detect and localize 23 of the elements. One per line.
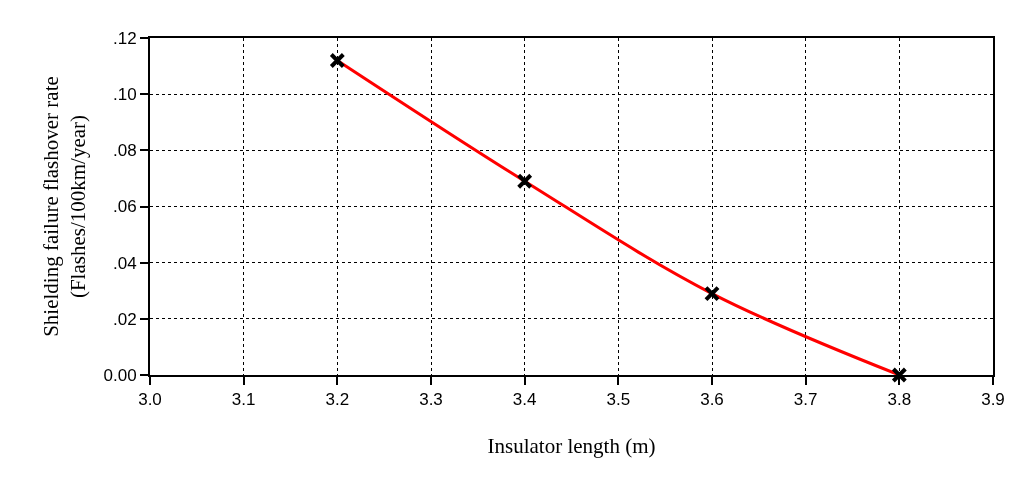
y-tick-label: .08 (112, 141, 137, 161)
y-tick-label: .12 (112, 28, 137, 48)
x-tick-label: 3.1 (231, 390, 256, 410)
point (704, 285, 720, 302)
x-tick-label: 3.3 (419, 390, 443, 410)
y-tick-label: .06 (112, 197, 137, 217)
y-axis-title: Shielding failure flashover rate (Flashes/100km/year) (38, 76, 91, 337)
x-tick-label: 3.8 (887, 390, 912, 410)
y-tick-label: .04 (112, 253, 137, 273)
y-tick-label: .02 (112, 309, 137, 329)
y-tick-label: 0.00 (103, 365, 137, 385)
x-axis-title: Insulator length (m) (487, 434, 656, 459)
point (329, 52, 346, 69)
x-tick-label: 3.2 (325, 390, 350, 410)
y-tick-label: .10 (112, 85, 137, 105)
x-tick-label: 3.4 (512, 390, 537, 410)
x-tick-label: 3.9 (981, 390, 1005, 410)
x-tick-label: 3.5 (606, 390, 631, 410)
point (891, 367, 908, 383)
x-tick-label: 3.6 (700, 390, 724, 410)
x-tick-label: 3.7 (793, 390, 818, 410)
x-tick-label: 3.0 (138, 390, 162, 410)
point (516, 173, 533, 190)
